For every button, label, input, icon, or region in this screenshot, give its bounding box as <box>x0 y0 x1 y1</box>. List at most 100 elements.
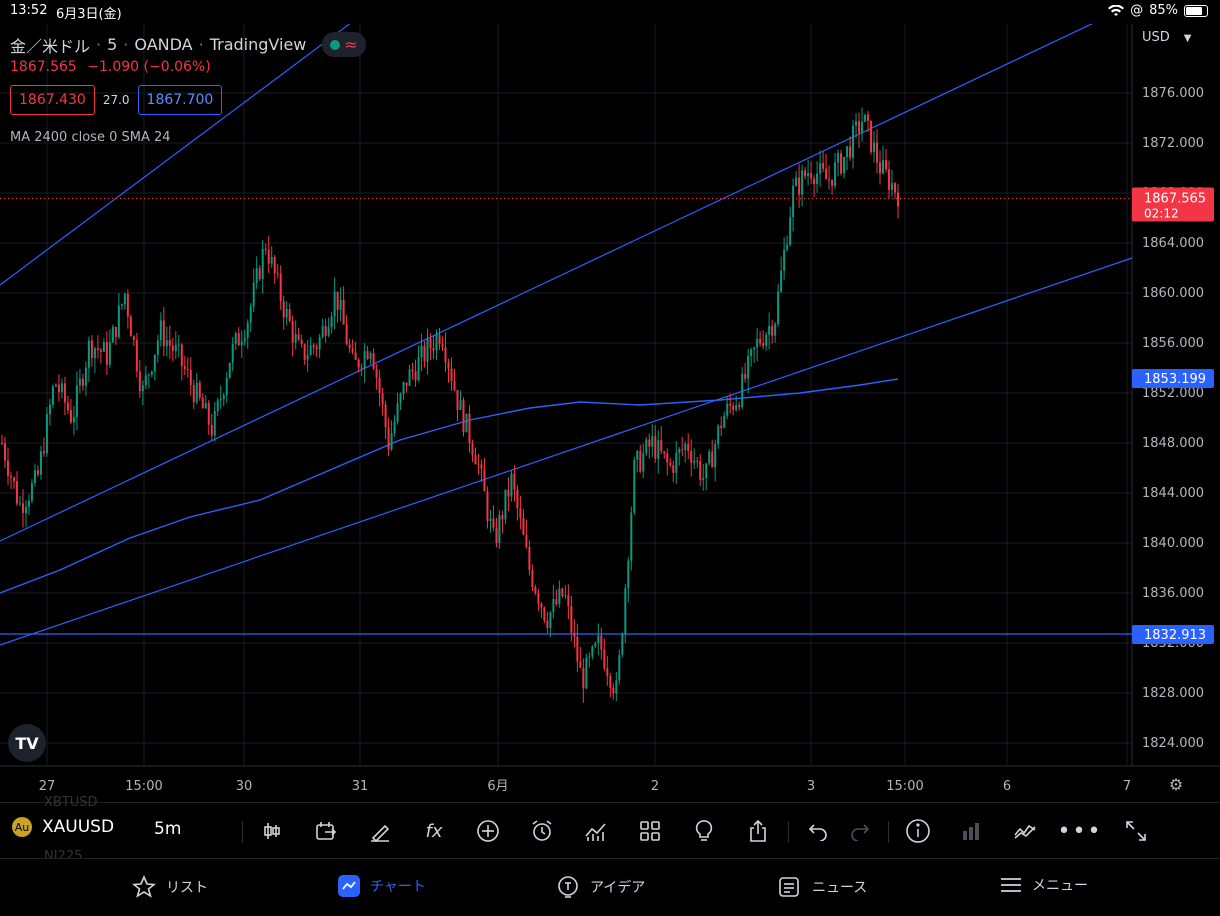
draw-icon[interactable] <box>364 815 396 847</box>
candle-body <box>108 342 111 365</box>
candle-body <box>210 424 213 436</box>
candle-body <box>18 503 21 505</box>
status-date: 6月3日(金) <box>56 7 122 22</box>
price-chart[interactable]: 1876.0001872.0001868.0001864.0001860.000… <box>0 24 1220 802</box>
candle-body <box>120 304 123 306</box>
alert-icon[interactable] <box>526 815 558 847</box>
gold-coin-icon: Au <box>12 817 32 837</box>
candle-body <box>354 352 357 360</box>
candle-body <box>306 354 309 360</box>
candle-body <box>897 192 899 207</box>
candle-body <box>258 268 261 280</box>
indicators-icon[interactable]: fx <box>425 820 443 842</box>
symbol-search-button[interactable]: Au XAUUSD <box>12 817 114 837</box>
divider <box>888 821 889 843</box>
candle-body <box>168 340 171 346</box>
tab-chart[interactable]: チャート <box>338 875 426 897</box>
candle-body <box>222 395 225 399</box>
fit-icon[interactable] <box>1010 815 1042 847</box>
x-tick-label: 15:00 <box>125 779 162 794</box>
candle-body <box>756 338 759 348</box>
ma-value-label: 1853.199 <box>1144 372 1206 387</box>
candle-body <box>90 340 93 359</box>
layout-icon[interactable] <box>634 815 666 847</box>
star-icon <box>132 875 156 898</box>
candle-body <box>546 620 549 629</box>
candle-body <box>822 163 825 169</box>
x-tick-label: 15:00 <box>886 779 923 794</box>
candle-body <box>501 515 504 520</box>
candle-body <box>456 390 459 411</box>
candle-body <box>537 593 540 604</box>
candle-body <box>474 454 477 465</box>
candle-body <box>144 375 147 386</box>
buy-button[interactable]: 1867.700 <box>137 85 223 115</box>
candle-body <box>342 299 345 325</box>
candle-body <box>159 320 162 341</box>
chart-icon <box>338 875 360 897</box>
compare-icon[interactable] <box>310 815 342 847</box>
candle-body <box>357 359 360 368</box>
candle-body <box>633 459 636 513</box>
ideas-icon[interactable] <box>688 815 720 847</box>
x-tick-label: 31 <box>352 779 369 794</box>
interval-button[interactable]: 5m <box>154 819 182 839</box>
trend-line-channel-bottom <box>0 257 1133 646</box>
candle-body <box>714 444 717 468</box>
candle-body <box>888 169 891 190</box>
tab-list-label: リスト <box>166 880 208 896</box>
tab-news[interactable]: ニュース <box>778 875 867 899</box>
redo-icon[interactable] <box>844 815 876 847</box>
candle-body <box>807 172 810 177</box>
candle-body <box>93 348 96 359</box>
add-icon[interactable] <box>472 815 504 847</box>
candle-body <box>627 560 630 589</box>
candle-body <box>147 374 150 376</box>
replay-icon[interactable] <box>580 815 612 847</box>
candle-body <box>333 291 336 317</box>
candle-body <box>315 347 318 350</box>
candle-body <box>819 163 822 174</box>
candle-body <box>447 362 450 369</box>
y-tick-label: 1836.000 <box>1142 586 1204 601</box>
candle-body <box>825 168 828 180</box>
currency-selector[interactable]: USD ▼ <box>1142 30 1191 45</box>
status-time: 13:52 <box>10 3 48 18</box>
candle-body <box>303 344 306 360</box>
candle-body <box>267 249 270 264</box>
candle-body <box>174 344 177 351</box>
candle-body <box>285 309 288 318</box>
volume-icon[interactable] <box>956 815 988 847</box>
candle-body <box>6 460 9 476</box>
share-icon[interactable] <box>742 815 774 847</box>
candle-body <box>1 443 3 444</box>
bottom-toolbar: XBTUSD NI225 Au XAUUSD 5m fx ••• <box>0 795 1220 864</box>
spread-value: 27.0 <box>102 93 130 107</box>
candle-body <box>867 114 870 121</box>
candle-body <box>771 325 774 336</box>
market-status-pill[interactable]: ≈ <box>322 32 366 57</box>
candle-body <box>861 121 864 133</box>
tab-menu[interactable]: メニュー <box>1000 875 1088 895</box>
candle-body <box>264 248 267 250</box>
undo-icon[interactable] <box>802 815 834 847</box>
candle-body <box>747 355 750 379</box>
candle-body <box>486 491 489 521</box>
candles-icon[interactable] <box>256 815 288 847</box>
y-tick-label: 1860.000 <box>1142 286 1204 301</box>
candle-body <box>216 400 219 412</box>
candle-body <box>687 443 690 451</box>
indicator-legend[interactable]: MA 2400 close 0 SMA 24 <box>10 130 171 145</box>
more-icon[interactable]: ••• <box>1057 818 1103 844</box>
candle-body <box>558 588 561 605</box>
sell-button[interactable]: 1867.430 <box>10 85 95 115</box>
price-change: −1.090 (−0.06%) <box>87 59 211 75</box>
candle-body <box>477 464 480 466</box>
tab-list[interactable]: リスト <box>132 875 208 899</box>
candle-body <box>516 489 519 509</box>
candle-body <box>675 452 678 473</box>
fullscreen-icon[interactable] <box>1120 815 1152 847</box>
tab-ideas[interactable]: アイデア <box>556 875 645 899</box>
candle-body <box>738 404 741 408</box>
info-icon[interactable] <box>902 815 934 847</box>
